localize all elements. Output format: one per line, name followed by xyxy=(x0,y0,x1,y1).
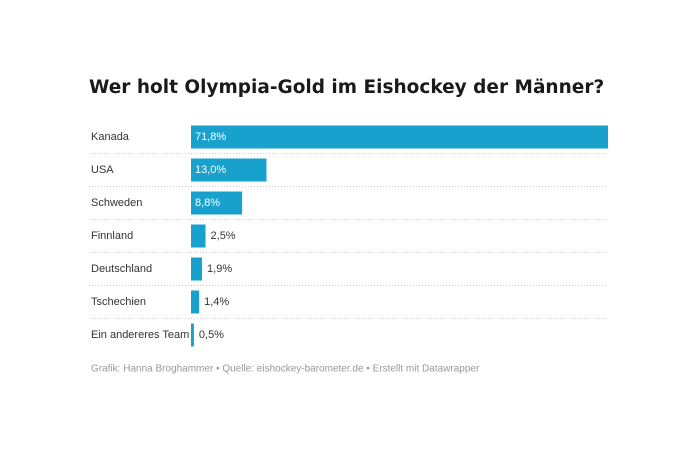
category-label: Finnland xyxy=(91,230,133,242)
value-label: 13,0% xyxy=(195,164,226,176)
category-label: USA xyxy=(91,164,114,176)
bar xyxy=(191,290,200,314)
bar xyxy=(191,323,194,347)
chart-title: Wer holt Olympia-Gold im Eishockey der M… xyxy=(89,77,604,98)
value-label: 0,5% xyxy=(199,329,224,341)
bar xyxy=(191,224,206,248)
value-label: 1,4% xyxy=(204,296,229,308)
bar xyxy=(191,158,267,182)
category-label: Tschechien xyxy=(91,296,146,308)
category-label: Deutschland xyxy=(91,263,152,275)
bar xyxy=(191,191,243,215)
value-label: 8,8% xyxy=(195,197,220,209)
value-label: 1,9% xyxy=(207,263,232,275)
category-label: Schweden xyxy=(91,197,142,209)
value-label: 71,8% xyxy=(195,131,226,143)
category-label: Kanada xyxy=(91,131,130,143)
bar xyxy=(191,125,608,149)
bar xyxy=(191,257,203,281)
value-label: 2,5% xyxy=(211,230,236,242)
category-label: Ein andereres Team xyxy=(91,329,189,341)
footer: Grafik: Hanna Broghammer • Quelle: eisho… xyxy=(91,364,480,375)
